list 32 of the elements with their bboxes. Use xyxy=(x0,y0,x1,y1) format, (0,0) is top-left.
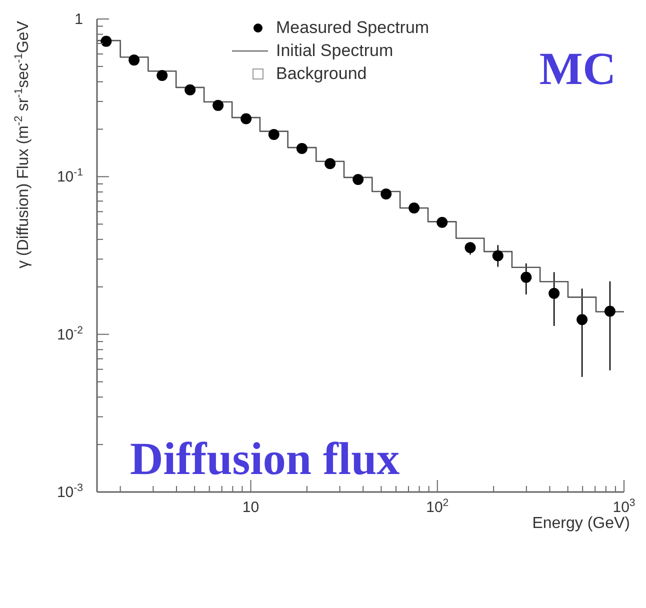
legend-label: Initial Spectrum xyxy=(276,40,394,60)
legend-label: Measured Spectrum xyxy=(276,18,430,38)
y-tick-label: 10$^{-3}$ xyxy=(56,482,84,501)
y-tick-label: 1 xyxy=(74,11,83,28)
annotation: MC xyxy=(539,43,616,94)
x-tick-label: 10 xyxy=(242,499,260,516)
point xyxy=(548,288,560,299)
point xyxy=(296,142,308,154)
point xyxy=(268,129,280,140)
point xyxy=(240,113,252,124)
legend-label: Background xyxy=(276,64,367,84)
point xyxy=(212,100,224,111)
point xyxy=(576,314,588,326)
point xyxy=(604,306,616,317)
x-tick-label: 10$^{2}$ xyxy=(426,497,449,516)
point xyxy=(324,158,336,170)
x-tick-label: 10$^{3}$ xyxy=(612,497,636,516)
point xyxy=(520,272,532,283)
point xyxy=(408,202,420,214)
point xyxy=(100,36,112,47)
point xyxy=(352,174,364,186)
annotation: Diffusion flux xyxy=(130,433,400,484)
point xyxy=(492,250,504,262)
point xyxy=(156,70,168,82)
point xyxy=(464,242,476,254)
x-axis-title: Energy (GeV) xyxy=(532,515,630,532)
point xyxy=(436,216,448,228)
point xyxy=(184,84,196,96)
y-tick-label: 10$^{-2}$ xyxy=(56,324,84,344)
point xyxy=(380,188,392,200)
y-tick-label: 10$^{-1}$ xyxy=(56,166,84,186)
point xyxy=(128,54,140,66)
